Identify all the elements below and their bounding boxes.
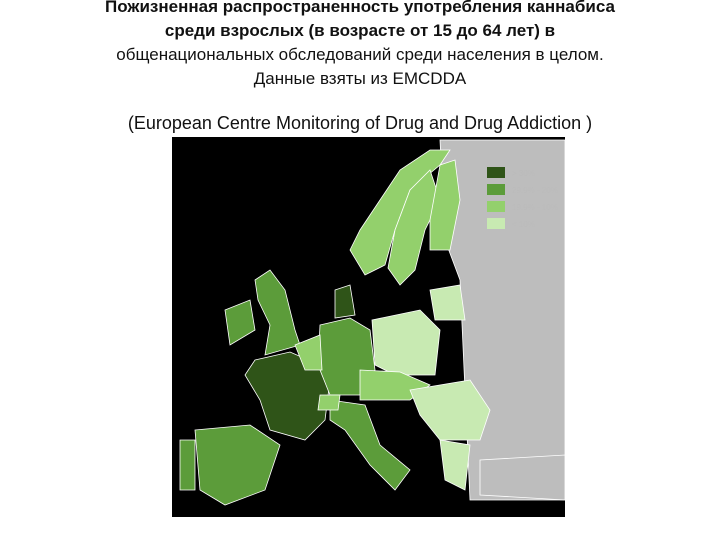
legend-label: < 10% xyxy=(512,220,535,229)
country xyxy=(179,439,196,491)
country xyxy=(429,159,461,251)
country xyxy=(409,379,491,441)
title-line: среди взрослых (в возрасте от 15 до 64 л… xyxy=(164,21,556,40)
title-line: Пожизненная распространенность употребле… xyxy=(105,0,615,16)
country xyxy=(479,454,566,501)
title-line: Данные взяты из EMCDDA xyxy=(253,69,467,88)
country xyxy=(294,334,323,371)
country xyxy=(429,284,466,321)
country xyxy=(194,424,281,506)
country xyxy=(387,169,441,286)
legend-label: 29.9% - 20% xyxy=(512,186,558,195)
legend-label: > 30% xyxy=(512,169,535,178)
country xyxy=(439,439,471,491)
country xyxy=(329,399,411,491)
legend: > 30% 29.9% - 20% 19.9% - 10% < 10% xyxy=(487,167,558,229)
country xyxy=(371,309,441,376)
legend-swatch xyxy=(487,218,505,229)
country xyxy=(317,394,341,411)
country xyxy=(224,299,256,346)
subtitle: (European Centre Monitoring of Drug and … xyxy=(127,113,593,133)
title-line: общенациональных обследований среди насе… xyxy=(116,45,604,64)
country xyxy=(349,149,451,276)
country xyxy=(334,284,356,319)
legend-swatch xyxy=(487,184,505,195)
legend-swatch xyxy=(487,167,505,178)
legend-label: 19.9% - 10% xyxy=(512,203,558,212)
legend-swatch xyxy=(487,201,505,212)
